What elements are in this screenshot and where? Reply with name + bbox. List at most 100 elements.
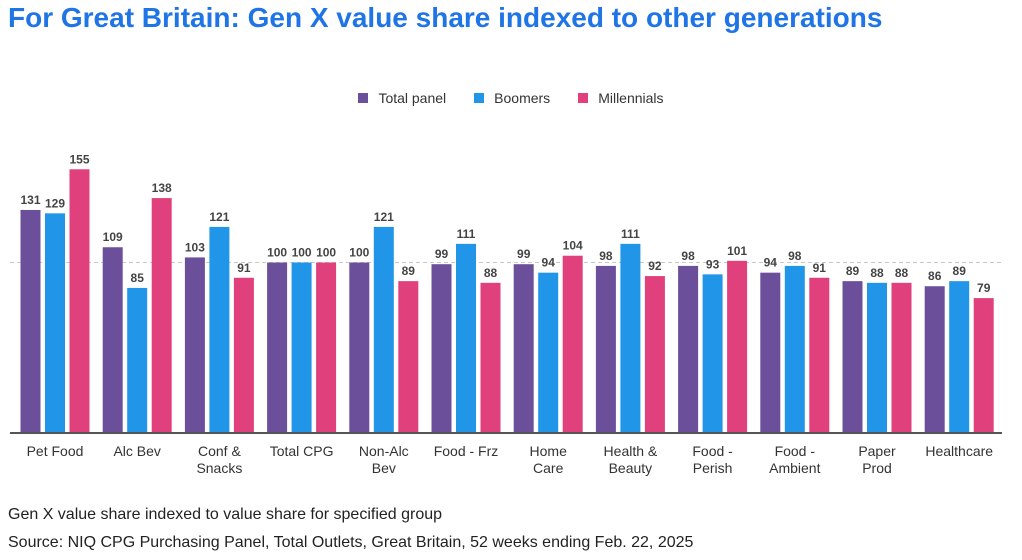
data-label-food-ambient-total-panel: 94 (764, 256, 778, 270)
chart-title: For Great Britain: Gen X value share ind… (8, 2, 883, 33)
legend-label-boomers: Boomers (494, 90, 551, 106)
data-label-healthcare-total-panel: 86 (928, 269, 942, 283)
category-label-food-frz: Food - Frz (434, 443, 499, 459)
bar-alc-bev-millennials (151, 198, 172, 432)
category-label-health-beauty-line-2: Beauty (609, 460, 653, 476)
category-label-food-perish-line-2: Perish (693, 460, 733, 476)
bar-food-perish-total-panel (678, 265, 699, 432)
category-label-health-beauty-line-1: Health & (604, 443, 658, 459)
legend-item-total-panel: Total panel (358, 90, 446, 106)
data-label-total-cpg-boomers: 100 (292, 246, 312, 260)
bar-food-ambient-millennials (809, 277, 830, 432)
data-label-food-perish-millennials: 101 (727, 244, 747, 258)
legend-swatch-millennials (578, 93, 589, 103)
data-label-alc-bev-boomers: 85 (131, 271, 145, 285)
data-label-conf-snacks-boomers: 121 (209, 210, 229, 224)
legend-swatch-total-panel (358, 93, 369, 103)
bar-home-care-millennials (562, 255, 583, 432)
data-label-conf-snacks-millennials: 91 (237, 261, 251, 275)
bar-healthcare-boomers (949, 281, 970, 432)
category-label-total-cpg: Total CPG (270, 443, 334, 459)
bar-conf-snacks-total-panel (184, 257, 205, 432)
bar-paper-prod-total-panel (842, 281, 863, 432)
bar-food-frz-total-panel (431, 264, 452, 432)
data-label-pet-food-millennials: 155 (69, 152, 89, 166)
bar-health-beauty-millennials (644, 276, 665, 432)
bar-healthcare-millennials (973, 298, 994, 432)
chart-footnote: Gen X value share indexed to value share… (8, 506, 443, 523)
category-label-non-alc-bev-line-2: Bev (372, 460, 396, 476)
bar-total-cpg-millennials (316, 262, 337, 432)
bar-total-cpg-total-panel (267, 262, 288, 432)
legend-item-boomers: Boomers (474, 90, 550, 106)
bar-pet-food-boomers (45, 213, 65, 432)
data-label-total-cpg-millennials: 100 (316, 246, 336, 260)
bar-pet-food-millennials (69, 169, 90, 432)
data-label-food-frz-total-panel: 99 (435, 247, 449, 261)
data-label-paper-prod-boomers: 88 (870, 266, 884, 280)
category-label-alc-bev: Alc Bev (113, 443, 160, 459)
bar-chart: 131 129 155 Pet Food 109 85 138 Alc Bev 103 121 91… (10, 152, 1002, 476)
data-label-home-care-millennials: 104 (563, 239, 583, 253)
data-label-non-alc-bev-total-panel: 100 (349, 246, 369, 260)
bar-home-care-total-panel (513, 264, 534, 432)
bar-food-ambient-total-panel (760, 272, 781, 432)
category-label-home-care-line-1: Home (530, 443, 568, 459)
bar-alc-bev-boomers (127, 287, 148, 432)
data-label-conf-snacks-total-panel: 103 (185, 240, 205, 254)
bar-alc-bev-total-panel (102, 247, 123, 432)
data-label-health-beauty-boomers: 111 (621, 227, 640, 241)
data-label-food-perish-boomers: 93 (706, 257, 720, 271)
bar-non-alc-bev-total-panel (349, 262, 370, 432)
category-label-conf-snacks-line-1: Conf & (198, 443, 241, 459)
bar-home-care-boomers (538, 272, 559, 432)
bar-health-beauty-boomers (620, 243, 641, 432)
data-label-alc-bev-millennials: 138 (152, 181, 172, 195)
bar-total-cpg-boomers (291, 262, 312, 432)
category-label-food-ambient-line-1: Food - (775, 443, 816, 459)
data-label-home-care-boomers: 94 (542, 256, 556, 270)
data-label-paper-prod-total-panel: 89 (846, 264, 860, 278)
bar-food-perish-millennials (727, 260, 748, 432)
data-label-alc-bev-total-panel: 109 (103, 230, 123, 244)
bar-non-alc-bev-millennials (398, 281, 419, 432)
bar-healthcare-total-panel (924, 286, 945, 432)
data-label-food-ambient-millennials: 91 (813, 261, 827, 275)
bar-conf-snacks-millennials (233, 277, 254, 432)
data-label-pet-food-boomers: 129 (45, 196, 65, 210)
data-label-food-frz-millennials: 88 (484, 266, 498, 280)
data-label-total-cpg-total-panel: 100 (267, 246, 287, 260)
data-label-health-beauty-millennials: 92 (648, 259, 662, 273)
data-label-health-beauty-total-panel: 98 (599, 249, 613, 263)
data-label-healthcare-boomers: 89 (953, 264, 967, 278)
data-label-food-ambient-boomers: 98 (788, 249, 802, 263)
category-label-food-perish-line-1: Food - (692, 443, 733, 459)
data-label-food-frz-boomers: 111 (457, 227, 476, 241)
data-label-home-care-total-panel: 99 (517, 247, 531, 261)
legend-label-millennials: Millennials (598, 90, 664, 106)
category-label-pet-food: Pet Food (27, 443, 84, 459)
bar-conf-snacks-boomers (209, 226, 230, 432)
category-label-food-ambient-line-2: Ambient (769, 460, 820, 476)
bar-paper-prod-millennials (891, 282, 912, 432)
data-label-food-perish-total-panel: 98 (681, 249, 695, 263)
legend-item-millennials: Millennials (578, 90, 664, 106)
bar-non-alc-bev-boomers (373, 226, 394, 432)
data-label-healthcare-millennials: 79 (977, 281, 991, 295)
category-label-paper-prod-line-2: Prod (862, 460, 892, 476)
category-label-healthcare: Healthcare (925, 443, 993, 459)
category-label-paper-prod-line-1: Paper (858, 443, 896, 459)
chart-source: Source: NIQ CPG Purchasing Panel, Total … (8, 534, 694, 551)
data-label-pet-food-total-panel: 131 (20, 193, 40, 207)
data-label-non-alc-bev-millennials: 89 (402, 264, 416, 278)
category-label-home-care-line-2: Care (533, 460, 564, 476)
bar-paper-prod-boomers (867, 282, 887, 432)
category-label-conf-snacks-line-2: Snacks (196, 460, 242, 476)
bar-food-frz-millennials (480, 282, 501, 432)
data-label-non-alc-bev-boomers: 121 (374, 210, 394, 224)
data-label-paper-prod-millennials: 88 (895, 266, 909, 280)
chart-legend: Total panel Boomers Millennials (0, 90, 1022, 106)
legend-label-total-panel: Total panel (378, 90, 447, 106)
bar-health-beauty-total-panel (595, 265, 616, 432)
legend-swatch-boomers (474, 93, 485, 103)
